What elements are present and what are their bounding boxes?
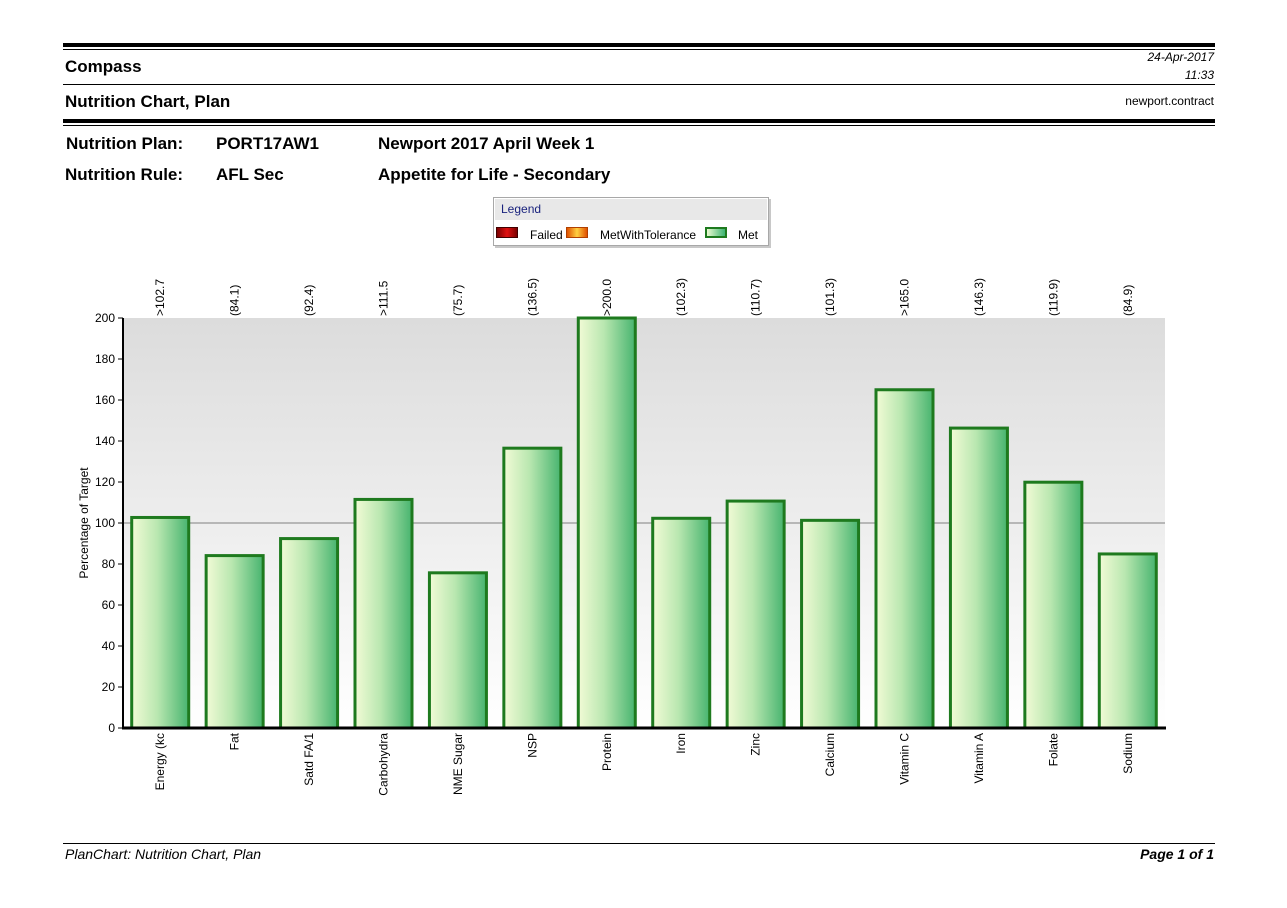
plan-name: Newport 2017 April Week 1 [378, 134, 595, 153]
bar [502, 446, 563, 730]
bar [353, 497, 414, 730]
bar [1023, 480, 1084, 730]
x-tick-label: Protein [600, 733, 614, 771]
y-tick-label: 0 [108, 721, 115, 735]
y-tick-label: 120 [95, 475, 115, 489]
chart-legend: Legend Failed MetWithTolerance Met [493, 197, 769, 246]
bar-data-label: (101.3) [823, 278, 837, 316]
x-tick-label: Energy (kc [153, 733, 167, 790]
x-tick-label: Vitamin A [972, 733, 986, 783]
x-tick-label: Satd FA/1 [302, 733, 316, 786]
y-tick-label: 140 [95, 434, 115, 448]
x-tick-label: Folate [1046, 733, 1060, 767]
bar [576, 316, 637, 730]
x-tick-label: NSP [525, 733, 539, 758]
bar-data-label: (84.9) [1121, 285, 1135, 316]
x-tick-label: Vitamin C [898, 733, 912, 785]
x-tick-label: Zinc [749, 733, 763, 756]
x-tick-label: NME Sugar [451, 733, 465, 795]
legend-swatch-met [705, 227, 727, 238]
bar [1097, 552, 1158, 730]
top-thin-rule [63, 49, 1215, 50]
y-tick-label: 160 [95, 393, 115, 407]
bar [874, 388, 935, 730]
bar [651, 516, 712, 730]
bar [427, 571, 488, 730]
bar [130, 515, 191, 730]
brand-underline [63, 84, 1215, 85]
legend-title: Legend [501, 202, 542, 216]
bar [279, 537, 340, 730]
legend-label-failed: Failed [530, 228, 563, 242]
report-title: Nutrition Chart, Plan [65, 92, 231, 111]
bar-data-label: >111.5 [377, 280, 391, 316]
legend-swatch-metwithtolerance [566, 227, 588, 238]
bar-data-label: (92.4) [302, 285, 316, 316]
bar [800, 518, 861, 730]
bar-data-label: >102.7 [153, 279, 167, 316]
y-tick-label: 200 [95, 311, 115, 325]
footer-report-name: PlanChart: Nutrition Chart, Plan [65, 846, 262, 862]
bar [948, 426, 1009, 730]
report-time: 11:33 [1184, 68, 1214, 82]
plan-label: Nutrition Plan: [66, 134, 184, 153]
brand-name: Compass [65, 57, 142, 76]
bar-data-label: (119.9) [1046, 279, 1060, 316]
x-tick-label: Calcium [823, 733, 837, 776]
y-tick-label: 100 [95, 516, 115, 530]
bar-data-label: (102.3) [674, 278, 688, 316]
x-tick-label: Sodium [1121, 733, 1135, 774]
title-thin-rule [63, 125, 1215, 126]
legend-header: Legend [495, 199, 767, 220]
bar [725, 499, 786, 730]
bar-data-label: (84.1) [228, 285, 242, 316]
y-tick-label: 40 [102, 639, 116, 653]
y-tick-label: 20 [102, 680, 116, 694]
database-name: newport.contract [1125, 94, 1214, 108]
rule-name: Appetite for Life - Secondary [378, 165, 611, 184]
rule-code: AFL Sec [216, 165, 284, 184]
bar-data-label: (110.7) [749, 279, 763, 316]
legend-label-metwithtolerance: MetWithTolerance [600, 228, 697, 242]
report-date: 24-Apr-2017 [1147, 50, 1215, 64]
plan-code: PORT17AW1 [216, 134, 319, 153]
bar-data-label: (75.7) [451, 285, 465, 316]
page-number: Page 1 of 1 [1140, 846, 1214, 862]
bar-data-label: >200.0 [600, 279, 614, 316]
y-axis-title: Percentage of Target [77, 467, 91, 579]
legend-swatch-failed [496, 227, 518, 238]
bar-data-label: >165.0 [898, 279, 912, 316]
x-tick-label: Iron [674, 733, 688, 754]
bar-data-label: (136.5) [525, 278, 539, 316]
y-tick-label: 180 [95, 352, 115, 366]
rule-label: Nutrition Rule: [65, 165, 184, 184]
y-tick-label: 60 [102, 598, 116, 612]
x-tick-label: Carbohydra [377, 733, 391, 796]
footer-rule [63, 843, 1215, 844]
bar [204, 554, 265, 730]
bar-data-label: (146.3) [972, 278, 986, 316]
x-tick-label: Fat [228, 732, 242, 750]
top-thick-rule [63, 43, 1215, 47]
legend-label-met: Met [738, 228, 759, 242]
title-thick-rule [63, 119, 1215, 123]
y-tick-label: 80 [102, 557, 116, 571]
